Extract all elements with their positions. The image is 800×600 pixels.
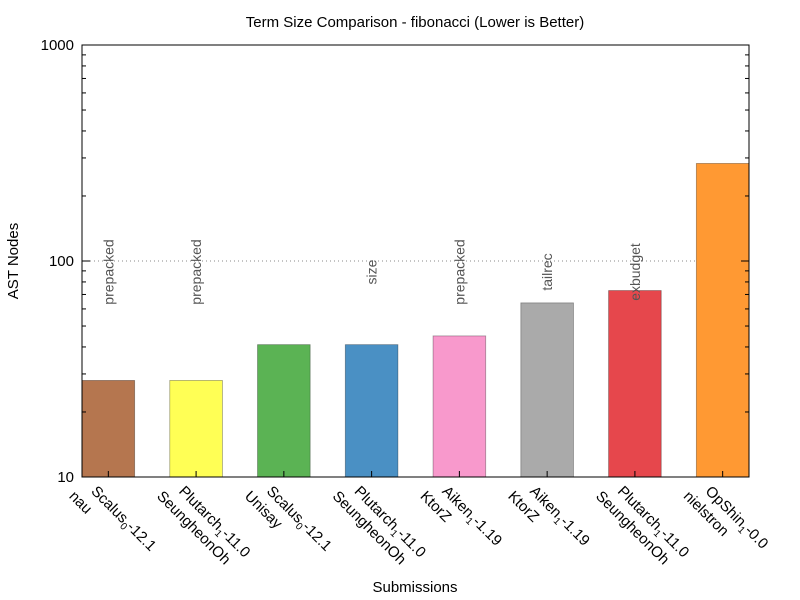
x-tick-label-line1: Scalus0-12.1 xyxy=(85,483,159,557)
bar xyxy=(608,290,662,478)
bar xyxy=(81,380,136,478)
y-tick-label: 10 xyxy=(57,469,74,486)
y-axis-title: AST Nodes xyxy=(5,223,22,299)
y-tick-label: 100 xyxy=(49,253,74,270)
y-axis: 10 100 1000 xyxy=(41,37,749,486)
bar-annotation: prepacked xyxy=(188,239,204,304)
bar-annotation: prepacked xyxy=(100,239,116,304)
bar-annotation: tailrec xyxy=(539,253,555,290)
annotations-layer: prepacked prepacked size prepacked tailrec ex… xyxy=(100,239,643,304)
label-version: -12.1 xyxy=(299,519,335,555)
label-version: -1.19 xyxy=(557,513,593,549)
bars-layer xyxy=(81,163,750,478)
bar xyxy=(257,344,311,478)
bar xyxy=(695,163,750,478)
bar xyxy=(432,335,487,478)
bar-annotation: prepacked xyxy=(451,239,467,304)
bar xyxy=(169,380,223,478)
label-version: -1.19 xyxy=(469,513,505,549)
bar xyxy=(520,302,574,478)
label-version: -12.1 xyxy=(123,519,159,555)
chart-title: Term Size Comparison - fibonacci (Lower … xyxy=(246,14,584,31)
x-axis-title: Submissions xyxy=(372,579,457,596)
bar-annotation: size xyxy=(364,259,380,284)
bar-annotation: exbudget xyxy=(627,243,643,301)
y-tick-label: 1000 xyxy=(41,37,74,54)
bar xyxy=(344,344,399,478)
